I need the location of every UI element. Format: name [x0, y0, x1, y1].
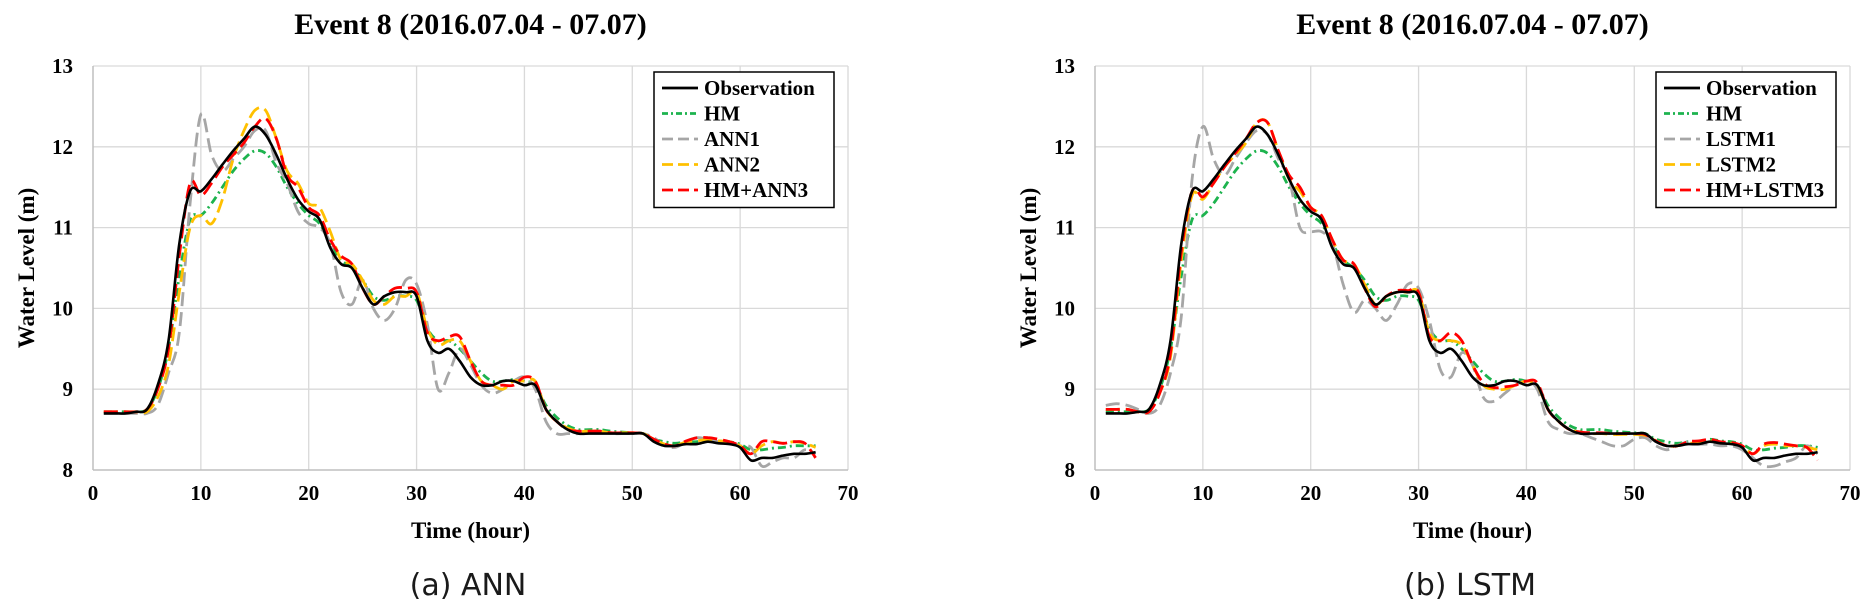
- c0-series-group: [103, 106, 817, 468]
- c1-x-tick-label: 10: [1192, 481, 1213, 505]
- panel-b: Event 8 (2016.07.04 - 07.07) 0 10 20 30 40 50 6…: [1002, 0, 1872, 605]
- c1-series-observation: [1105, 125, 1818, 463]
- c1-series-hm-lstm3: [1105, 118, 1819, 462]
- c1-y-tick-label: 13: [1054, 54, 1075, 78]
- c1-legend-label-observation: Observation: [1706, 76, 1817, 100]
- c1-legend-label-hm: HM: [1706, 102, 1742, 126]
- c1-legend-label-hm-lstm3: HM+LSTM3: [1706, 178, 1824, 202]
- c1-y-axis-title: Water Level (m): [1016, 188, 1041, 349]
- chart-ann: Event 8 (2016.07.04 - 07.07) 0 10 20 30 40 50 6…: [14, 8, 859, 543]
- caption-b: (b) LSTM: [1404, 568, 1536, 603]
- c0-series-hm: [103, 149, 816, 452]
- c1-y-tick-label: 12: [1054, 135, 1075, 159]
- caption-a: (a) ANN: [409, 568, 527, 603]
- c0-legend-label-observation: Observation: [704, 76, 815, 100]
- c0-y-tick-label: 12: [52, 135, 73, 159]
- c0-legend-label-ann2: ANN2: [704, 153, 760, 177]
- c1-y-tick-label: 9: [1065, 377, 1076, 401]
- c0-y-tick-label: 11: [53, 216, 73, 240]
- c1-x-tick-label: 20: [1300, 481, 1321, 505]
- c0-x-tick-label: 30: [406, 481, 427, 505]
- c0-x-tick-label: 40: [514, 481, 535, 505]
- c1-chart-title: Event 8 (2016.07.04 - 07.07): [1296, 8, 1648, 41]
- c1-x-tick-label: 70: [1840, 481, 1861, 505]
- c1-x-tick-label: 50: [1624, 481, 1645, 505]
- c0-y-tick-label: 8: [63, 458, 74, 482]
- c0-x-tick-label: 0: [88, 481, 99, 505]
- c0-series-hm-ann3: [103, 116, 817, 459]
- c1-x-axis-title: Time (hour): [1413, 518, 1532, 543]
- c0-legend-label-hm-ann3: HM+ANN3: [704, 178, 808, 202]
- chart-lstm: Event 8 (2016.07.04 - 07.07) 0 10 20 30 40 50 6…: [1016, 8, 1861, 543]
- c0-x-tick-label: 20: [298, 481, 319, 505]
- c1-y-tick-label: 10: [1054, 296, 1075, 320]
- c0-x-tick-label: 10: [190, 481, 211, 505]
- c1-y-tick-label: 11: [1055, 216, 1075, 240]
- c0-series-ann2: [103, 106, 817, 456]
- c0-x-tick-label: 70: [838, 481, 859, 505]
- c1-series-group: [1105, 118, 1819, 469]
- c0-legend-label-hm: HM: [704, 102, 740, 126]
- c0-y-tick-label: 9: [63, 377, 74, 401]
- c0-legend-label-ann1: ANN1: [704, 127, 760, 151]
- c0-x-tick-label: 60: [730, 481, 751, 505]
- c0-y-axis-title: Water Level (m): [14, 188, 39, 349]
- c1-x-tick-label: 40: [1516, 481, 1537, 505]
- c1-x-tick-label: 60: [1732, 481, 1753, 505]
- c1-x-tick-label: 30: [1408, 481, 1429, 505]
- c0-x-tick-label: 50: [622, 481, 643, 505]
- c0-series-observation: [103, 125, 816, 463]
- c0-x-axis-title: Time (hour): [411, 518, 530, 543]
- c1-legend-label-lstm1: LSTM1: [1706, 127, 1776, 151]
- c1-legend-label-lstm2: LSTM2: [1706, 153, 1776, 177]
- panel-a: Event 8 (2016.07.04 - 07.07) 0 10 20 30 40 50 6…: [14, 8, 859, 603]
- c0-chart-title: Event 8 (2016.07.04 - 07.07): [294, 8, 646, 41]
- c1-y-tick-label: 8: [1065, 458, 1076, 482]
- c0-y-tick-label: 13: [52, 54, 73, 78]
- c1-x-tick-label: 0: [1090, 481, 1101, 505]
- c0-y-tick-label: 10: [52, 296, 73, 320]
